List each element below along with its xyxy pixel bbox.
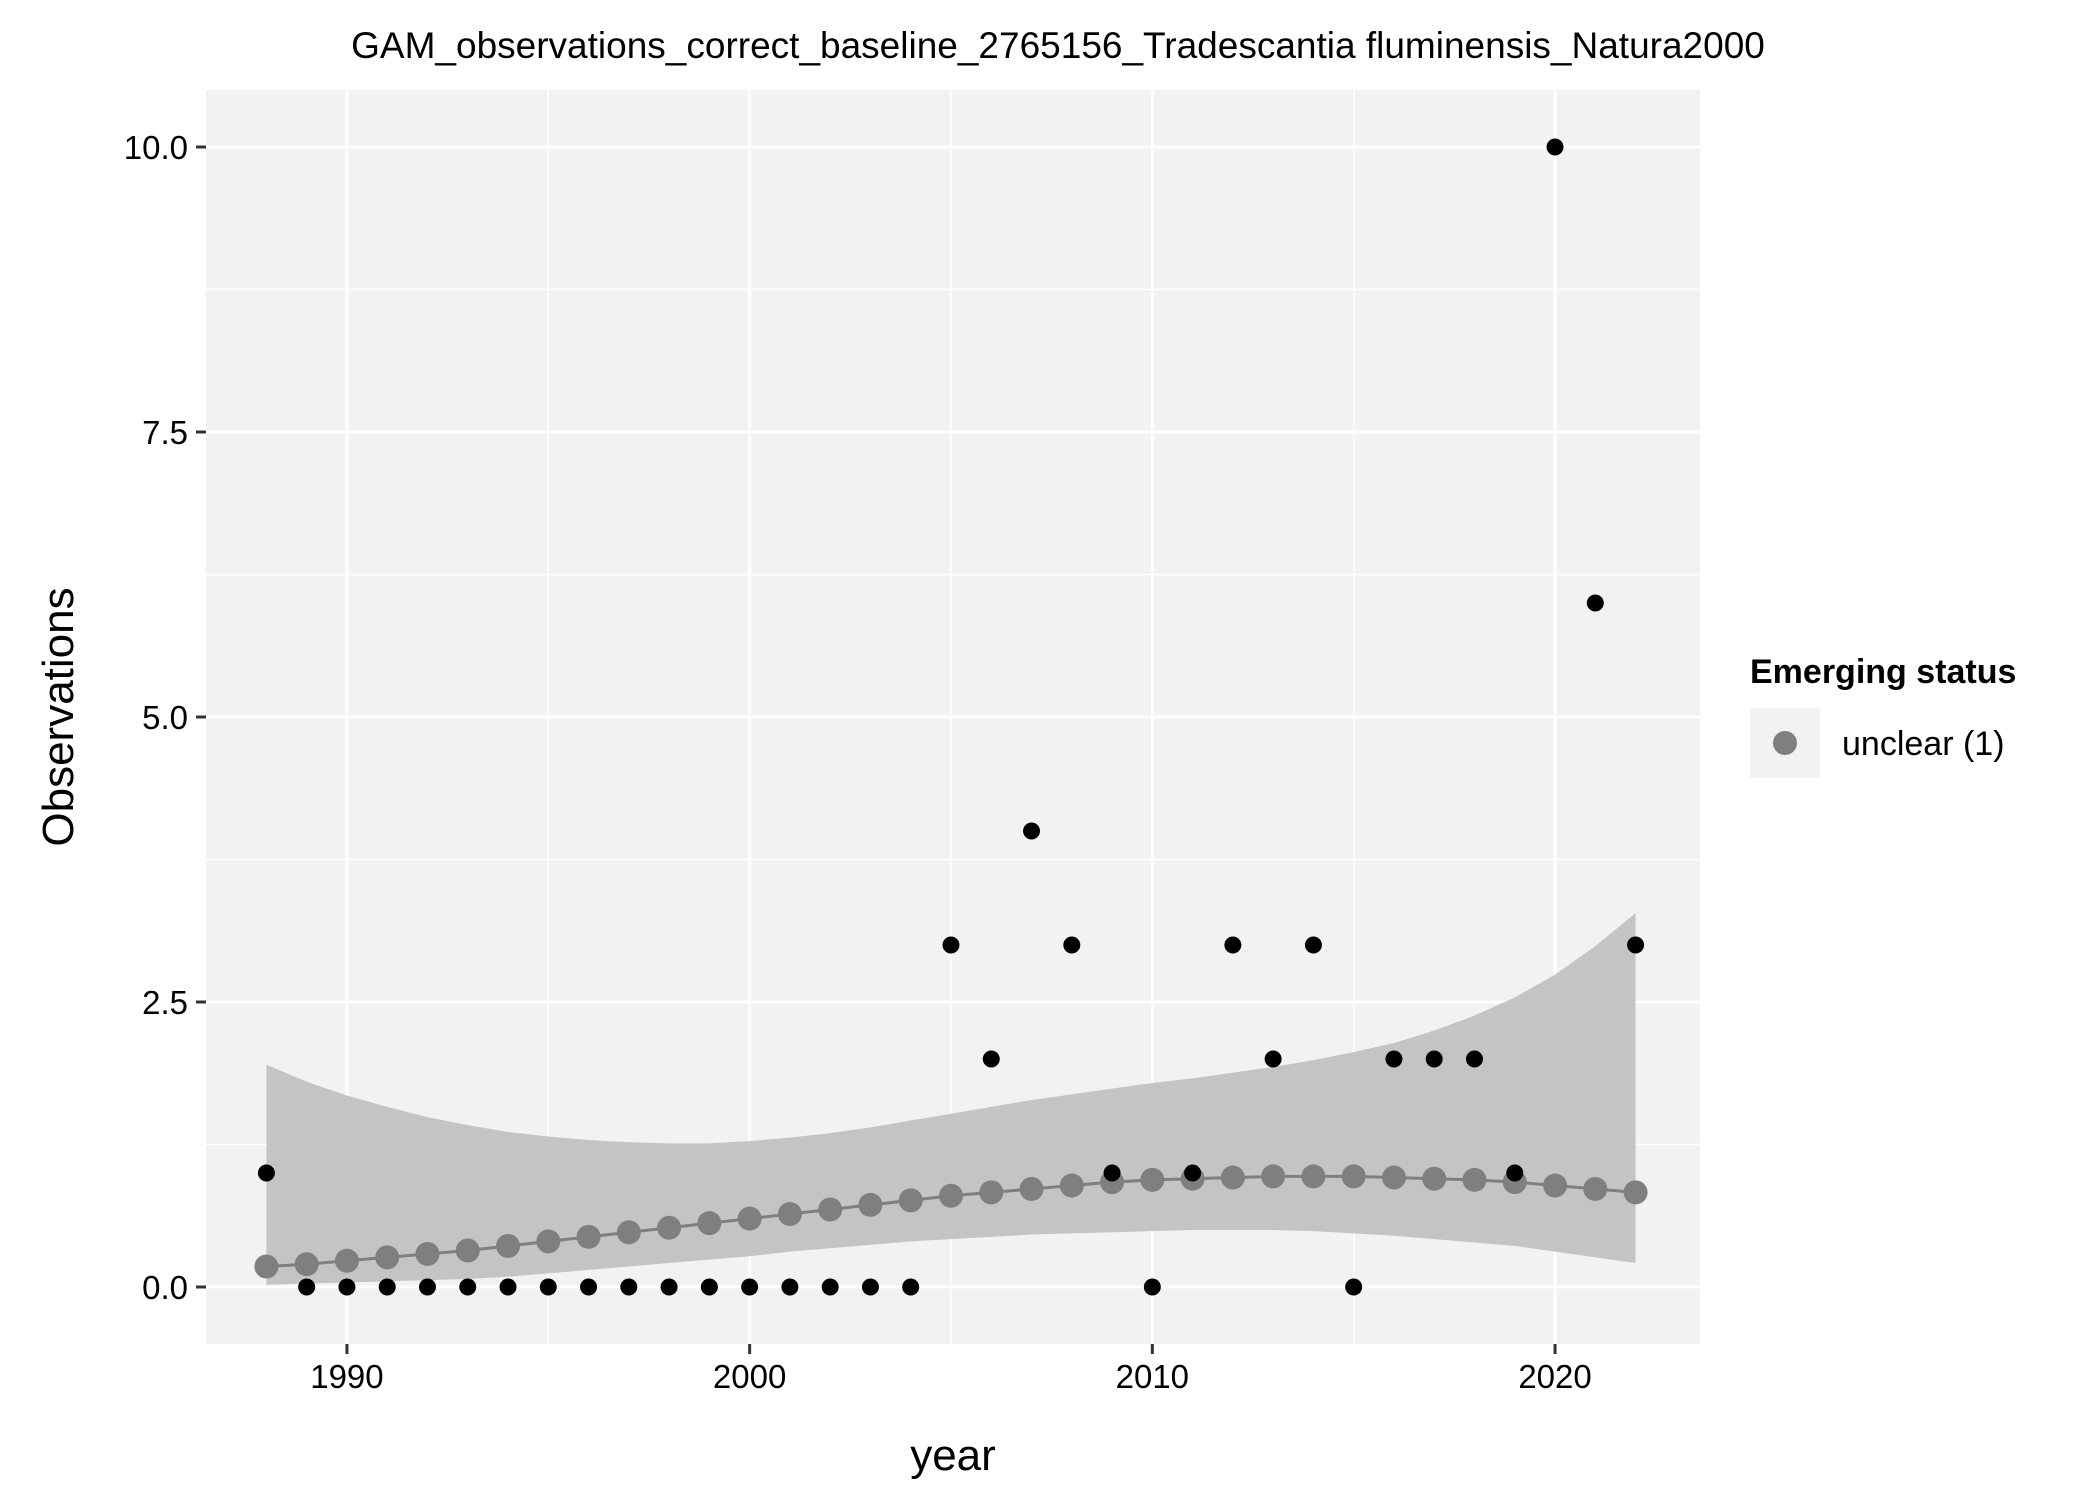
observed-point — [861, 1278, 879, 1296]
legend: Emerging status unclear (1) — [1750, 653, 2016, 778]
fit-point — [1261, 1164, 1286, 1189]
observed-point — [620, 1278, 638, 1296]
fit-point — [254, 1254, 279, 1279]
fit-point — [1462, 1167, 1487, 1192]
observed-point — [418, 1278, 436, 1296]
observed-point — [821, 1278, 839, 1296]
y-tick-label: 5.0 — [142, 699, 188, 736]
observed-point — [942, 936, 960, 954]
y-axis: 0.0 2.5 5.0 7.5 10.0 — [124, 129, 206, 1306]
observed-point — [580, 1278, 598, 1296]
fit-point — [496, 1233, 521, 1258]
observed-point — [1425, 1050, 1443, 1068]
observed-point — [1023, 822, 1041, 840]
x-tick-label: 1990 — [310, 1358, 383, 1395]
observed-point — [741, 1278, 759, 1296]
x-tick-label: 2010 — [1116, 1358, 1189, 1395]
legend-key-dot — [1773, 731, 1797, 755]
observed-point — [660, 1278, 678, 1296]
observed-point — [257, 1164, 275, 1182]
y-tick-label: 10.0 — [124, 129, 188, 166]
fit-point — [1140, 1167, 1165, 1192]
observed-point — [338, 1278, 356, 1296]
fit-point — [737, 1206, 762, 1231]
observed-point — [1586, 594, 1604, 612]
fit-point — [1341, 1164, 1366, 1189]
observed-point — [1304, 936, 1322, 954]
fit-point — [375, 1245, 400, 1270]
observed-point — [1627, 936, 1645, 954]
chart-title: GAM_observations_correct_baseline_276515… — [351, 25, 1765, 66]
fit-point — [938, 1183, 963, 1208]
observed-point — [1264, 1050, 1282, 1068]
fit-point — [898, 1188, 923, 1213]
fit-point — [1019, 1176, 1044, 1201]
fit-point — [1059, 1173, 1084, 1198]
confidence-ribbon — [266, 913, 1636, 1285]
fit-point — [455, 1238, 480, 1263]
confidence-ribbon-layer — [266, 913, 1636, 1285]
observed-point — [1546, 138, 1564, 156]
fit-point — [576, 1224, 601, 1249]
observed-point — [1506, 1164, 1524, 1182]
fit-point — [979, 1180, 1004, 1205]
observed-point — [1143, 1278, 1161, 1296]
x-tick-label: 2020 — [1518, 1358, 1591, 1395]
fit-point — [1381, 1165, 1406, 1190]
observed-point — [499, 1278, 517, 1296]
observed-point — [700, 1278, 718, 1296]
fit-point — [1583, 1176, 1608, 1201]
y-tick-label: 2.5 — [142, 984, 188, 1021]
fit-point — [1220, 1165, 1245, 1190]
fit-point — [616, 1220, 641, 1245]
legend-item-label: unclear (1) — [1842, 725, 2005, 763]
observed-point — [1465, 1050, 1483, 1068]
x-axis-title: year — [910, 1431, 996, 1480]
observed-point — [1103, 1164, 1121, 1182]
y-tick-label: 7.5 — [142, 414, 188, 451]
observed-point — [459, 1278, 477, 1296]
fit-point — [415, 1241, 440, 1266]
fit-point — [818, 1197, 843, 1222]
observed-point — [298, 1278, 316, 1296]
observed-point — [1224, 936, 1242, 954]
observed-point — [982, 1050, 1000, 1068]
fit-point — [536, 1229, 561, 1254]
y-axis-title: Observations — [34, 587, 83, 846]
fit-point — [858, 1192, 883, 1217]
observed-point — [378, 1278, 396, 1296]
fit-point — [1301, 1164, 1326, 1189]
fit-point — [1623, 1180, 1648, 1205]
fit-point — [697, 1211, 722, 1236]
observed-point — [781, 1278, 799, 1296]
x-axis: 1990 2000 2010 2020 — [310, 1344, 1592, 1395]
legend-title: Emerging status — [1750, 653, 2016, 691]
fit-point — [657, 1215, 682, 1240]
observed-point — [539, 1278, 557, 1296]
y-tick-label: 0.0 — [142, 1269, 188, 1306]
fit-points-layer — [254, 1164, 1648, 1279]
observed-point — [902, 1278, 920, 1296]
fit-point — [1422, 1166, 1447, 1191]
fit-point — [777, 1202, 802, 1227]
observed-point — [1385, 1050, 1403, 1068]
observed-point — [1184, 1164, 1202, 1182]
observed-point — [1345, 1278, 1363, 1296]
fit-point — [1543, 1173, 1568, 1198]
observed-point — [1063, 936, 1081, 954]
fit-point — [334, 1248, 359, 1273]
x-tick-label: 2000 — [713, 1358, 786, 1395]
fit-point — [294, 1252, 319, 1277]
observed-points-layer — [257, 138, 1645, 1296]
